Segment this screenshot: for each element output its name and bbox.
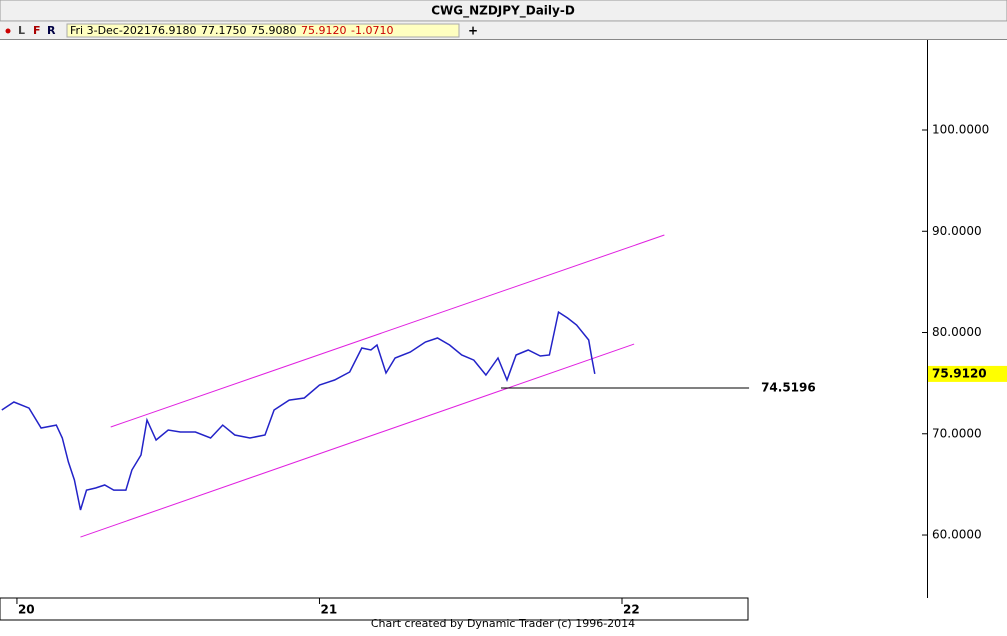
y-tick-label: 90.0000 bbox=[932, 224, 982, 238]
chart-title: CWG_NZDJPY_Daily-D bbox=[431, 4, 575, 19]
x-tick-label: 20 bbox=[18, 603, 35, 617]
add-button[interactable]: + bbox=[468, 24, 478, 38]
info-box bbox=[66, 23, 460, 38]
level-label: 74.5196 bbox=[761, 381, 816, 395]
y-tick-label: 70.0000 bbox=[932, 426, 982, 440]
info-date: Fri 3-Dec-2021 bbox=[70, 24, 151, 37]
info-close: 75.9120 bbox=[301, 24, 347, 37]
title-bar bbox=[0, 0, 1007, 22]
price-line bbox=[1, 310, 596, 511]
info-open: 76.9180 bbox=[151, 24, 197, 37]
channel-line bbox=[80, 343, 635, 538]
status-dot bbox=[5, 28, 11, 34]
y-tick-label: 60.0000 bbox=[932, 528, 982, 542]
last-price-box bbox=[928, 365, 1007, 382]
channel-line bbox=[110, 234, 665, 428]
tool-r[interactable]: R bbox=[47, 24, 56, 37]
info-change: -1.0710 bbox=[351, 24, 393, 37]
tool-f[interactable]: F bbox=[33, 24, 41, 37]
y-tick-label: 100.0000 bbox=[932, 123, 989, 137]
x-tick-label: 22 bbox=[623, 603, 640, 617]
info-low: 75.9080 bbox=[251, 24, 297, 37]
x-tick-label: 21 bbox=[320, 603, 337, 617]
footer: Chart created by Dynamic Trader (c) 1996… bbox=[371, 617, 635, 630]
x-axis-strip bbox=[0, 597, 749, 621]
tool-l[interactable]: L bbox=[18, 24, 25, 37]
last-price-label: 75.9120 bbox=[932, 366, 987, 380]
y-tick-label: 80.0000 bbox=[932, 325, 982, 339]
info-high: 77.1750 bbox=[201, 24, 247, 37]
